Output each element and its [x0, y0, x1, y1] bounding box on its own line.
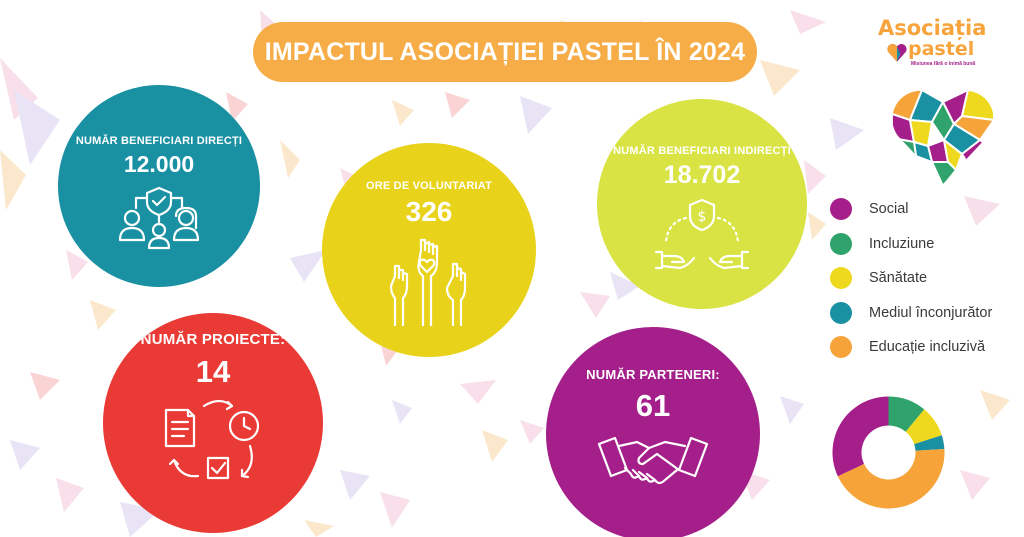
page-title: IMPACTUL ASOCIAȚIEI PASTEL ÎN 2024 — [253, 22, 757, 82]
stat-partners-value: 61 — [635, 388, 671, 423]
handshake-icon — [597, 436, 709, 485]
logo-heart-icon — [887, 43, 907, 62]
donut-slice-social — [832, 396, 889, 477]
stat-projects-value: 14 — [195, 354, 231, 389]
legend-label: Mediul înconjurător — [869, 304, 993, 321]
donut-slice-s-n-tate — [905, 409, 942, 445]
legend-dot — [830, 198, 852, 220]
project-cycle-icon — [164, 399, 260, 480]
legend-item: Social — [830, 198, 1024, 220]
stat-volunteer-label: ORE DE VOLUNTARIAT — [365, 180, 493, 192]
stat-indirect-value: 18.702 — [663, 161, 741, 189]
legend-label: Educație incluzivă — [869, 339, 986, 355]
legend-item: Incluziune — [830, 232, 1024, 255]
legend-item: Sănătate — [830, 267, 1024, 289]
raised-hands-icon — [389, 238, 467, 326]
legend-dot — [830, 301, 852, 324]
stat-volunteer-hours: ORE DE VOLUNTARIAT 326 — [322, 143, 536, 357]
stat-projects: NUMĂR PROIECTE: 14 — [103, 313, 323, 533]
legend-label: Sănătate — [869, 270, 928, 286]
logo-line1: Asociația — [878, 16, 987, 40]
stat-indirect-label: NUMĂR BENEFICIARI INDIRECȚI — [613, 145, 791, 157]
logo: Asociația pastel Misiunea fără o inimă b… — [878, 18, 1013, 74]
stat-direct-value: 12.000 — [123, 151, 195, 177]
donut-slice-educa-ie-incluziv- — [837, 448, 945, 509]
legend-label: Social — [869, 201, 909, 217]
mosaic-heart-icon — [892, 90, 994, 184]
people-shield-icon — [118, 186, 200, 250]
legend-dot — [830, 267, 852, 289]
stat-volunteer-value: 326 — [405, 196, 453, 227]
stat-indirect-beneficiaries: NUMĂR BENEFICIARI INDIRECȚI 18.702 $ — [597, 99, 807, 309]
legend-dot — [830, 232, 852, 255]
donut-slice-mediul-nconjur-tor — [914, 435, 945, 451]
stat-partners-label: NUMĂR PARTENERI: — [586, 367, 720, 382]
stat-direct-beneficiaries: NUMĂR BENEFICIARI DIRECȚI 12.000 — [58, 85, 260, 287]
legend-label: Incluziune — [869, 235, 935, 252]
stat-direct-label: NUMĂR BENEFICIARI DIRECȚI — [75, 135, 243, 147]
donut-slice-incluziune — [888, 396, 925, 432]
hands-money-shield-icon: $ — [654, 198, 750, 270]
stat-projects-label: NUMĂR PROIECTE: — [140, 331, 286, 348]
legend: Social Incluziune Sănătate Mediul înconj… — [830, 198, 1024, 371]
svg-text:$: $ — [698, 209, 707, 225]
donut-chart — [832, 396, 945, 509]
stat-partners: NUMĂR PARTENERI: 61 — [546, 327, 760, 537]
logo-tagline: Misiunea fără o inimă bună — [911, 61, 976, 67]
legend-item: Educație incluzivă — [830, 336, 1024, 358]
legend-dot — [830, 336, 852, 358]
logo-line2: pastel — [908, 38, 975, 60]
legend-item: Mediul înconjurător — [830, 301, 1024, 324]
